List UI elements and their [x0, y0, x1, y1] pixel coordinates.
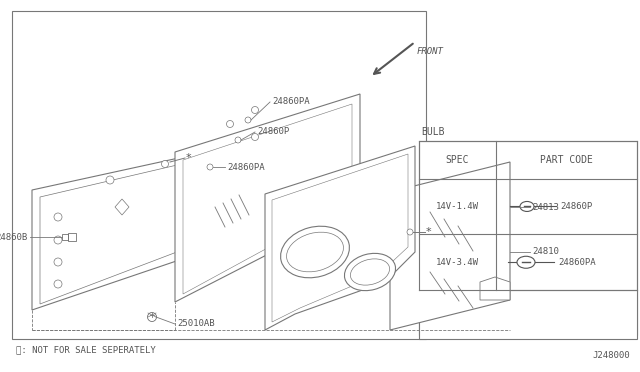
Ellipse shape	[344, 253, 396, 291]
Polygon shape	[32, 154, 197, 310]
Ellipse shape	[351, 259, 390, 285]
Text: 25010AB: 25010AB	[177, 320, 214, 328]
Ellipse shape	[280, 226, 349, 278]
Text: 14V-1.4W: 14V-1.4W	[436, 202, 479, 211]
Text: 24860P: 24860P	[257, 128, 289, 137]
Polygon shape	[115, 199, 129, 215]
Polygon shape	[175, 94, 360, 302]
Text: 24860B: 24860B	[0, 232, 28, 241]
Circle shape	[207, 164, 213, 170]
Bar	[12, 11, 426, 339]
Text: 24813: 24813	[532, 202, 559, 212]
Text: 14V-3.4W: 14V-3.4W	[436, 258, 479, 267]
Circle shape	[161, 160, 168, 167]
Text: ※: NOT FOR SALE SEPERATELY: ※: NOT FOR SALE SEPERATELY	[15, 346, 156, 355]
Text: 24860P: 24860P	[560, 202, 592, 211]
Ellipse shape	[517, 256, 535, 268]
Circle shape	[227, 121, 234, 128]
Circle shape	[54, 213, 62, 221]
Polygon shape	[480, 277, 510, 300]
Text: *: *	[426, 227, 431, 237]
Bar	[419, 290, 637, 339]
Circle shape	[106, 176, 114, 184]
Text: PART CODE: PART CODE	[540, 155, 593, 165]
Circle shape	[54, 236, 62, 244]
Text: 24860PA: 24860PA	[272, 97, 310, 106]
Bar	[419, 141, 637, 335]
Text: 24860PA: 24860PA	[227, 163, 264, 171]
Ellipse shape	[520, 202, 534, 211]
Circle shape	[407, 229, 413, 235]
Text: 24810: 24810	[532, 247, 559, 257]
Circle shape	[235, 137, 241, 143]
Circle shape	[147, 312, 157, 321]
Circle shape	[245, 117, 251, 123]
Text: *: *	[186, 153, 191, 163]
Polygon shape	[272, 154, 408, 322]
Polygon shape	[390, 162, 510, 330]
Text: BULB: BULB	[421, 127, 445, 137]
Polygon shape	[183, 104, 352, 294]
Circle shape	[54, 280, 62, 288]
Circle shape	[54, 258, 62, 266]
Polygon shape	[40, 162, 190, 304]
Text: J248000: J248000	[593, 351, 630, 360]
Text: 24860PA: 24860PA	[558, 258, 596, 267]
Ellipse shape	[287, 232, 344, 272]
Polygon shape	[265, 146, 415, 330]
Text: FRONT: FRONT	[417, 47, 444, 56]
Circle shape	[252, 134, 259, 141]
Bar	[68, 233, 76, 241]
Text: SPEC: SPEC	[446, 155, 469, 165]
Circle shape	[252, 106, 259, 113]
Bar	[62, 234, 68, 240]
